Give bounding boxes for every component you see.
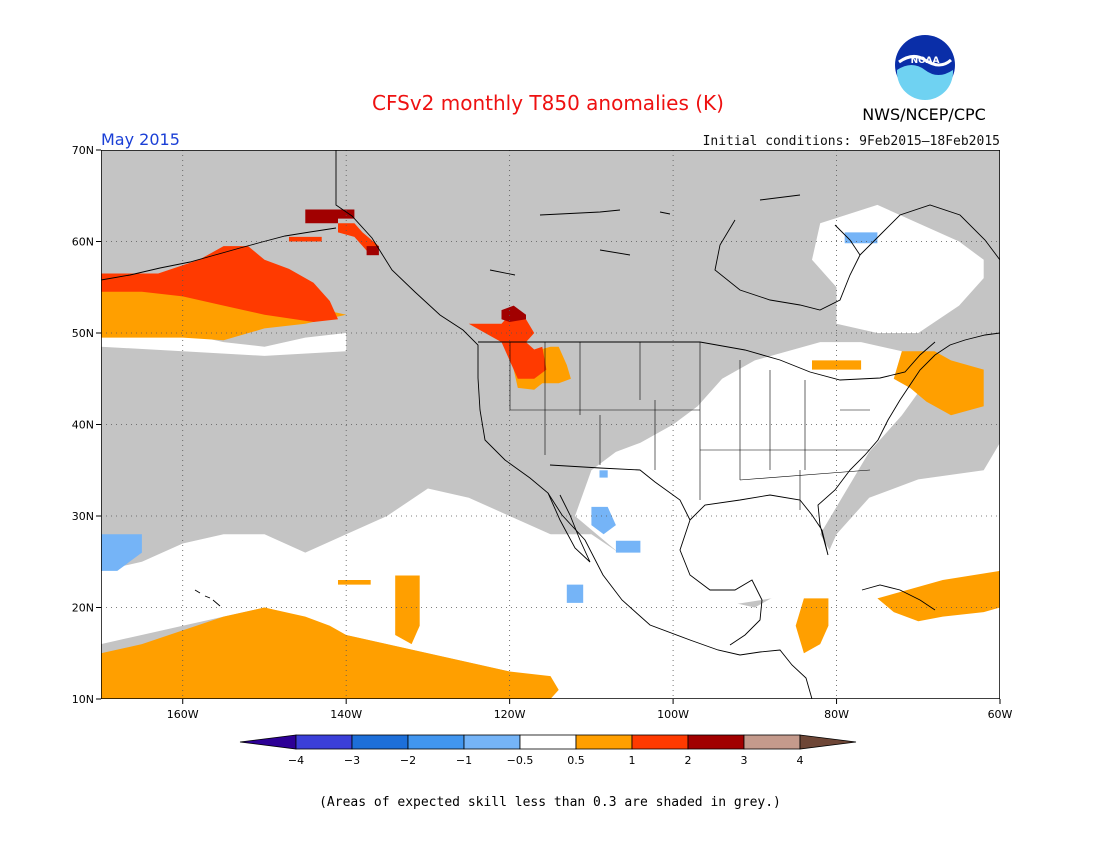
pacific-northwest-positive-2-3 xyxy=(501,305,526,322)
border-us-canada xyxy=(478,341,936,381)
state-lines xyxy=(509,342,871,510)
central-america-positive-05-1 xyxy=(795,598,829,654)
coastline-north-america xyxy=(335,150,813,699)
quebec-negative-05-1 xyxy=(844,232,878,244)
lon-tick-label: 80W xyxy=(824,708,849,721)
pacific-north-white xyxy=(101,333,347,356)
north-pacific-subtropical-positive-05-1 xyxy=(101,607,559,699)
pacific-mexico-negative-05-1 xyxy=(566,584,584,603)
colorbar-segment xyxy=(351,734,409,750)
colorbar-high-triangle xyxy=(799,734,857,750)
coastline-labrador xyxy=(859,204,1000,261)
coastline-hawaii xyxy=(194,589,221,607)
lon-tick-label: 100W xyxy=(657,708,689,721)
colorbar-label: 4 xyxy=(797,754,804,767)
lon-tick-label: 60W xyxy=(988,708,1013,721)
colorbar-label: 1 xyxy=(629,754,636,767)
colorbar-label: 3 xyxy=(741,754,748,767)
colorbar-segment xyxy=(743,734,801,750)
lat-tick-label: 70N xyxy=(72,144,94,157)
noaa-logo-icon: NOAA xyxy=(895,35,955,100)
arizona-negative-05-1 xyxy=(599,470,608,478)
colorbar-label: 2 xyxy=(685,754,692,767)
colorbar-segment xyxy=(575,734,633,750)
colorbar-label: −0.5 xyxy=(507,754,534,767)
colorbar-label: −3 xyxy=(344,754,360,767)
mexico-negative-05-1 xyxy=(615,540,641,553)
colorbar-label: −4 xyxy=(288,754,304,767)
colorbar-label: −2 xyxy=(400,754,416,767)
new-england-positive-05-1 xyxy=(893,351,984,416)
yukon-dot-positive-2-3 xyxy=(366,246,379,256)
map-area xyxy=(101,150,1000,699)
colorbar-low-triangle xyxy=(239,734,297,750)
chart-title: CFSv2 monthly T850 anomalies (K) xyxy=(372,91,724,115)
alaska-gulf-positive-1-2 xyxy=(101,246,338,322)
lat-tick-label: 10N xyxy=(72,693,94,706)
conus-east-white xyxy=(575,342,919,608)
border-us-mexico xyxy=(549,464,691,521)
lat-tick-label: 30N xyxy=(72,510,94,523)
coastline-hudson-bay xyxy=(714,219,861,311)
lon-tick-label: 140W xyxy=(330,708,362,721)
lon-tick-label: 160W xyxy=(167,708,199,721)
colorbar: −4 −3 −2 −1 −0.5 0.5 1 2 3 4 xyxy=(239,734,857,767)
colorbar-segment xyxy=(687,734,745,750)
coastlines-and-borders xyxy=(101,150,1000,699)
colorbar-segment xyxy=(407,734,465,750)
lat-tick-label: 40N xyxy=(72,419,94,432)
coastline-arctic-islands xyxy=(489,194,801,276)
colorbar-segment xyxy=(519,734,577,750)
anomaly-regions xyxy=(101,209,1000,699)
coastline-alaska xyxy=(101,227,337,281)
coastline-gulf-of-mexico xyxy=(689,332,1000,556)
colorbar-label: 0.5 xyxy=(567,754,585,767)
organization-label: NWS/NCEP/CPC xyxy=(862,105,986,124)
hawaii-east-positive-05-1 xyxy=(395,575,420,645)
baja-negative-05-1 xyxy=(591,506,616,535)
skill-note: (Areas of expected skill less than 0.3 a… xyxy=(319,795,781,810)
map-axes: 70N 60N 50N 40N 30N 20N 10N 160W 140W 120W 100W 80W… xyxy=(72,144,1013,721)
coastline-mexico-east xyxy=(679,519,763,646)
lat-tick-label: 60N xyxy=(72,236,94,249)
pacific-strip-positive-05-1 xyxy=(338,580,371,585)
pacific-northwest-positive-1-2 xyxy=(468,314,547,379)
yukon-positive-2-3 xyxy=(305,209,355,224)
initial-conditions: Initial conditions: 9Feb2015–18Feb2015 xyxy=(703,134,1000,149)
colorbar-label: −1 xyxy=(456,754,472,767)
caribbean-positive-05-1 xyxy=(877,570,1000,622)
colorbar-segment xyxy=(295,734,353,750)
tropical-east-white xyxy=(427,442,1000,699)
coastline-baja xyxy=(547,492,591,563)
noaa-logo-text: NOAA xyxy=(911,56,940,66)
colorbar-segment xyxy=(463,734,521,750)
hawaii-west-negative-05-1 xyxy=(101,534,142,571)
colorbar-segment xyxy=(631,734,689,750)
lat-tick-label: 50N xyxy=(72,327,94,340)
yukon-small-positive-1-2 xyxy=(289,236,322,242)
coastline-cuba xyxy=(861,584,936,611)
lon-tick-label: 120W xyxy=(494,708,526,721)
forecast-month: May 2015 xyxy=(101,130,180,149)
lat-tick-label: 20N xyxy=(72,602,94,615)
